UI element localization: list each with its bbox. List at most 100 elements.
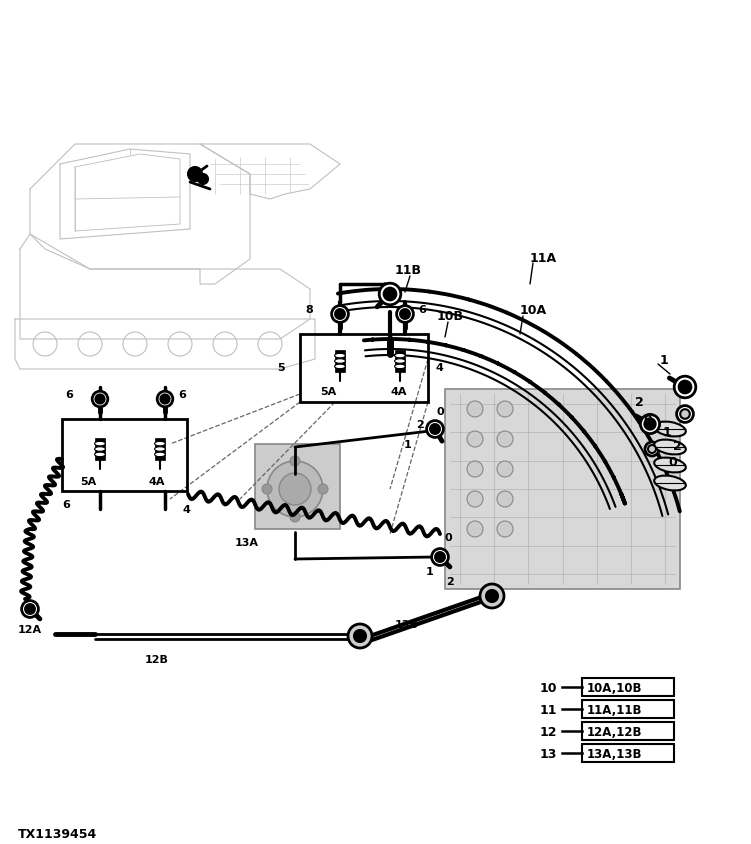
- Bar: [582, 679, 674, 696]
- Circle shape: [400, 310, 410, 320]
- Circle shape: [335, 310, 345, 320]
- Bar: [95, 439, 105, 460]
- Text: 11B: 11B: [395, 263, 422, 276]
- Ellipse shape: [95, 447, 105, 452]
- Text: 4: 4: [435, 363, 443, 372]
- Circle shape: [467, 402, 483, 418]
- Circle shape: [679, 381, 692, 394]
- Text: 11A,11B: 11A,11B: [587, 703, 643, 716]
- Text: 12B: 12B: [145, 654, 169, 664]
- Circle shape: [467, 491, 483, 507]
- Text: 5: 5: [277, 363, 285, 372]
- Text: 2: 2: [416, 419, 424, 430]
- Text: 0: 0: [444, 533, 452, 543]
- Text: 1: 1: [660, 353, 668, 366]
- Circle shape: [677, 406, 693, 423]
- Text: TX1139454: TX1139454: [18, 827, 97, 841]
- Text: 13: 13: [540, 747, 557, 760]
- Circle shape: [497, 462, 513, 478]
- Text: 1: 1: [426, 566, 434, 576]
- Text: 6: 6: [65, 390, 73, 399]
- Circle shape: [486, 590, 498, 603]
- Ellipse shape: [155, 447, 165, 452]
- Circle shape: [641, 415, 659, 434]
- Bar: [582, 722, 674, 740]
- Text: 1: 1: [663, 425, 671, 438]
- Circle shape: [267, 462, 323, 517]
- Circle shape: [384, 289, 397, 301]
- Text: 4: 4: [182, 505, 190, 514]
- Ellipse shape: [335, 360, 345, 364]
- Circle shape: [467, 522, 483, 538]
- Circle shape: [497, 522, 513, 538]
- Circle shape: [432, 549, 448, 565]
- Text: 2: 2: [673, 440, 682, 453]
- Circle shape: [157, 392, 173, 408]
- Text: 6: 6: [178, 390, 186, 399]
- Text: 10A,10B: 10A,10B: [587, 681, 643, 694]
- Circle shape: [427, 421, 443, 438]
- Ellipse shape: [654, 422, 686, 437]
- Bar: [335, 351, 345, 372]
- Text: 0: 0: [643, 413, 652, 426]
- Text: 4A: 4A: [148, 476, 164, 486]
- Circle shape: [645, 442, 659, 457]
- Ellipse shape: [335, 354, 345, 359]
- Text: 12A,12B: 12A,12B: [587, 725, 643, 738]
- Circle shape: [648, 446, 656, 453]
- Circle shape: [497, 402, 513, 418]
- Circle shape: [161, 395, 170, 404]
- Bar: [300, 334, 428, 403]
- Text: 8: 8: [305, 305, 312, 315]
- Circle shape: [497, 491, 513, 507]
- Circle shape: [290, 457, 300, 467]
- Ellipse shape: [654, 476, 686, 491]
- Text: 10: 10: [540, 681, 557, 694]
- Circle shape: [22, 601, 38, 618]
- Bar: [155, 439, 165, 460]
- Circle shape: [92, 392, 108, 408]
- Ellipse shape: [654, 440, 686, 455]
- Bar: [62, 419, 187, 491]
- Circle shape: [354, 630, 366, 642]
- Text: 0: 0: [668, 455, 677, 468]
- Text: 5A: 5A: [320, 387, 336, 397]
- Text: 11A: 11A: [530, 252, 557, 264]
- Ellipse shape: [394, 354, 406, 359]
- Text: 13A,13B: 13A,13B: [587, 747, 643, 760]
- Text: 2: 2: [635, 395, 644, 408]
- Ellipse shape: [335, 365, 345, 369]
- Text: 10B: 10B: [437, 309, 464, 322]
- Circle shape: [348, 625, 372, 648]
- Ellipse shape: [394, 360, 406, 364]
- Text: 12A: 12A: [18, 625, 42, 634]
- Circle shape: [332, 306, 348, 323]
- Text: 13A: 13A: [235, 538, 259, 548]
- Ellipse shape: [155, 452, 165, 457]
- Circle shape: [188, 168, 202, 181]
- Circle shape: [379, 284, 401, 306]
- Text: 1: 1: [404, 440, 412, 450]
- Circle shape: [25, 604, 35, 614]
- Text: 0: 0: [436, 407, 444, 416]
- Circle shape: [674, 376, 695, 398]
- Text: 13B: 13B: [395, 619, 419, 630]
- Circle shape: [644, 419, 656, 430]
- Text: 12: 12: [540, 725, 557, 738]
- Ellipse shape: [95, 441, 105, 446]
- Ellipse shape: [654, 458, 686, 473]
- Ellipse shape: [155, 441, 165, 446]
- Text: 2: 2: [446, 576, 454, 587]
- Circle shape: [480, 584, 504, 609]
- Ellipse shape: [394, 365, 406, 369]
- Circle shape: [318, 484, 328, 495]
- Circle shape: [467, 462, 483, 478]
- Circle shape: [262, 484, 272, 495]
- Text: 6: 6: [418, 305, 426, 315]
- Circle shape: [430, 425, 440, 435]
- Bar: [255, 445, 340, 529]
- Circle shape: [397, 306, 413, 323]
- Circle shape: [467, 431, 483, 447]
- Text: 5A: 5A: [80, 476, 96, 486]
- Circle shape: [198, 175, 208, 185]
